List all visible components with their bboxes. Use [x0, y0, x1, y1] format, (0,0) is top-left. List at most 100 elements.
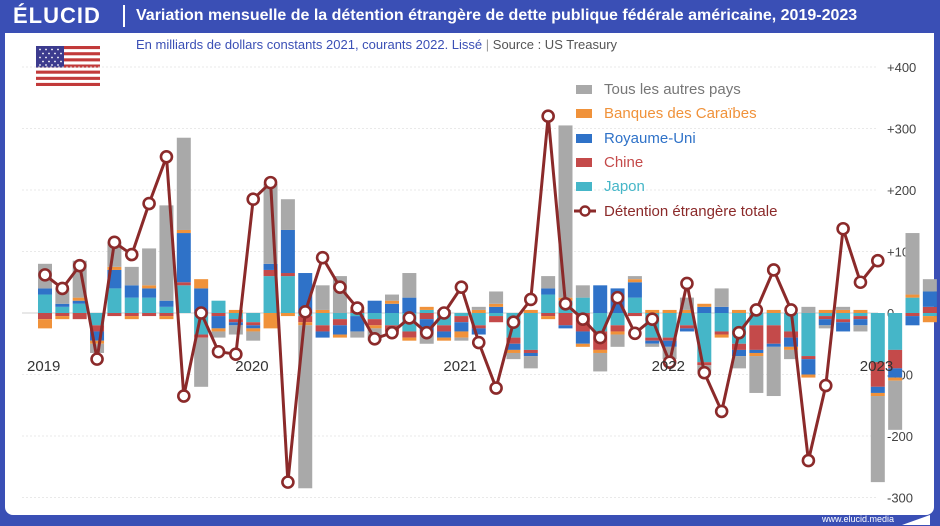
bar-segment: [610, 325, 625, 332]
total-point: [662, 355, 677, 370]
bar-segment: [593, 349, 608, 353]
bar-segment: [489, 313, 504, 317]
bar-segment: [679, 325, 694, 329]
legend-label: Banques des Caraïbes: [604, 105, 757, 123]
bar-segment: [471, 309, 486, 313]
bar-segment: [332, 334, 347, 338]
bar-segment: [575, 331, 590, 344]
bar-segment: [627, 313, 642, 317]
bar-segment: [593, 352, 608, 372]
bar-segment: [645, 309, 660, 313]
total-point: [211, 344, 226, 359]
subtitle-main: En milliards de dollars constants 2021, …: [136, 37, 483, 52]
bar-segment: [385, 303, 399, 313]
bar-segment: [801, 359, 816, 375]
bar-segment: [523, 309, 538, 313]
bar-segment: [228, 309, 243, 313]
bar-segment: [142, 248, 157, 286]
bar-segment: [419, 306, 434, 310]
subtitle-separator: |: [485, 37, 490, 52]
bar-segment: [818, 325, 833, 329]
bar-segment: [263, 263, 278, 270]
total-point: [801, 453, 816, 468]
chart-subtitle: En milliards de dollars constants 2021, …: [136, 37, 617, 52]
bar-segment: [211, 316, 226, 329]
bar-segment: [627, 276, 642, 280]
bar-segment: [697, 306, 712, 313]
total-point: [714, 404, 729, 419]
bar-segment: [315, 331, 330, 338]
bar-segment: [627, 297, 642, 313]
bar-segment: [471, 313, 486, 326]
x-year-label: 2020: [235, 358, 268, 375]
total-point: [593, 330, 608, 345]
total-point: [298, 304, 313, 319]
total-point: [107, 235, 122, 250]
bar-segment: [419, 313, 434, 320]
bar-segment: [836, 313, 851, 320]
bar-segment: [506, 337, 521, 344]
bar-segment: [732, 343, 746, 350]
bar-segment: [142, 297, 157, 313]
bar-segment: [714, 313, 729, 332]
total-point: [697, 365, 712, 380]
total-point: [645, 312, 660, 326]
bar-segment: [645, 340, 660, 344]
footer-url[interactable]: www.elucid.media: [821, 514, 894, 524]
total-point: [124, 247, 139, 262]
bar-segment: [818, 319, 833, 326]
bar-segment: [263, 269, 278, 277]
bar-segment: [437, 337, 452, 341]
bar-segment: [263, 276, 278, 313]
bar-segment: [575, 343, 590, 347]
bar-segment: [176, 137, 191, 230]
bar-segment: [489, 303, 504, 307]
bar-segment: [714, 334, 729, 338]
bar-segment: [402, 297, 417, 313]
bar-segment: [211, 313, 226, 317]
bar-segment: [662, 309, 677, 313]
bar-segment: [558, 325, 573, 329]
bar-segment: [55, 316, 70, 320]
bar-segment: [558, 313, 573, 326]
bar-segment: [575, 297, 590, 313]
bar-segment: [523, 313, 538, 350]
bar-segment: [367, 300, 382, 313]
bar-segment: [749, 349, 764, 353]
total-point: [836, 221, 850, 236]
bar-segment: [853, 325, 868, 332]
bar-segment: [749, 356, 764, 393]
bar-segment: [801, 306, 816, 313]
bar-segment: [627, 282, 642, 298]
total-point: [610, 290, 625, 305]
bar-segment: [766, 346, 781, 397]
legend-label: Japon: [604, 178, 645, 196]
bar-segment: [506, 349, 521, 353]
bar-segment: [853, 309, 868, 313]
bar-segment: [315, 313, 330, 326]
bar-segment: [437, 331, 452, 338]
bar-segment: [246, 331, 261, 341]
bar-segment: [905, 316, 920, 326]
bar-segment: [437, 325, 452, 332]
bar-segment: [732, 349, 746, 357]
x-year-label: 2022: [652, 358, 685, 375]
bar-segment: [38, 294, 52, 313]
y-tick-label: +400: [887, 60, 916, 75]
total-point: [870, 253, 885, 268]
total-point: [541, 109, 555, 123]
bar-segment: [280, 229, 295, 274]
total-point: [853, 275, 868, 290]
legend-label: Chine: [604, 153, 644, 171]
legend-swatch: [576, 85, 592, 94]
bar-segment: [228, 313, 243, 320]
bar-segment: [818, 316, 833, 320]
bar-segment: [905, 294, 920, 298]
bar-segment: [350, 316, 365, 332]
x-year-label: 2019: [27, 358, 60, 375]
bar-segment: [159, 313, 174, 317]
bar-segment: [367, 319, 382, 326]
bar-segment: [471, 328, 486, 335]
total-point: [628, 326, 642, 341]
